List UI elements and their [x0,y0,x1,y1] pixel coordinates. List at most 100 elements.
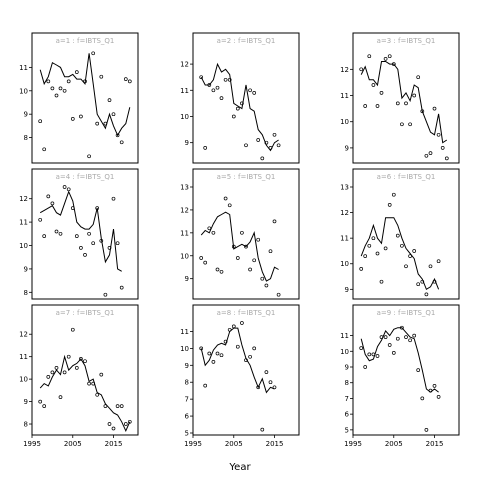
panel-frame [31,304,139,436]
observation-point [387,343,392,347]
y-tick-label: 9 [24,111,28,119]
observation-point [223,339,228,344]
observation-point [111,112,116,117]
y-tick-label: 11 [19,64,28,72]
observation-point [391,192,396,197]
panel-title: a=7 : f=IBTS_Q1 [56,309,115,317]
observation-point [66,79,71,84]
observation-point [400,325,404,330]
observation-point [211,360,216,364]
observation-point [268,146,273,150]
observation-point [50,370,55,375]
observation-point [83,253,87,257]
observation-point [74,366,79,370]
observation-point [83,79,87,84]
observation-point [199,346,204,351]
observation-point [256,385,261,390]
observation-point [440,146,445,150]
observation-point [227,327,232,332]
observation-point [103,404,108,408]
observation-point [50,86,55,91]
observation-point [400,243,404,248]
panel-3: a=7 : f=IBTS_Q1 8 9 10 11 12 1995 2005 2015 [19,304,139,448]
y-tick-label: 8 [185,379,189,387]
observation-point [256,237,261,242]
y-tick-label: 10 [19,242,28,250]
observation-point [235,256,240,260]
observation-point [95,206,100,210]
observation-point [54,93,59,98]
observation-point [123,77,128,81]
observation-point [395,336,400,341]
observation-point [359,267,364,271]
observation-point [79,357,83,361]
y-tick-label: 10 [340,348,349,356]
fitted-line [39,190,122,272]
y-tick-label: 5 [185,430,189,438]
observation-point [207,83,212,87]
observation-point [103,121,108,126]
y-tick-label: 8 [24,421,28,429]
fitted-line [360,217,440,291]
observation-point [115,241,120,246]
y-tick-label: 11 [19,219,28,227]
fitted-line [360,327,439,393]
observation-point [227,77,232,82]
observation-point [252,346,257,351]
y-tick-label: 11 [340,332,349,340]
observation-point [207,351,212,356]
observation-point [371,236,376,241]
observation-point [400,122,404,127]
observation-point [127,419,132,424]
observation-point [391,62,396,66]
observation-point [42,234,47,238]
observation-point [207,226,212,231]
panel-title: a=2 : f=IBTS_Q1 [217,37,276,45]
observation-point [103,292,108,297]
observation-point [379,335,384,339]
y-tick-label: 11 [180,328,189,336]
y-tick-label: 11 [340,235,349,243]
observation-point [359,346,364,350]
y-tick-label: 12 [180,61,189,69]
y-tick-label: 9 [345,364,349,372]
observation-point [62,370,67,375]
observation-point [70,327,75,332]
observation-point [111,196,116,201]
observation-point [260,427,265,432]
y-tick-label: 8 [24,134,28,142]
observation-point [412,333,417,338]
observation-point [95,121,100,126]
observation-point [211,230,216,235]
x-tick-label: 2015 [266,440,284,448]
observation-point [91,51,96,56]
observation-point [272,385,277,390]
observation-point [375,104,380,108]
observation-point [371,83,376,87]
observation-point [264,140,269,145]
observation-point [412,93,417,98]
panel-6: a=8 : f=IBTS_Q1 5 6 7 8 9 10 11 1995 2005 2015 [180,304,300,448]
observation-point [383,246,388,251]
x-tick-label: 2005 [385,440,403,448]
observation-point [38,119,43,124]
observation-point [203,383,208,388]
observation-point [115,133,120,138]
panel-frame [31,168,139,300]
observation-point [404,335,408,339]
observation-point [367,54,372,59]
observation-point [408,122,412,127]
y-tick-label: 11 [340,92,349,100]
observation-point [42,147,47,152]
observation-point [432,384,437,388]
y-tick-label: 9 [345,144,349,152]
observation-point [79,246,83,250]
observation-point [264,370,269,374]
observation-point [66,187,71,192]
observation-point [87,231,91,236]
observation-point [375,251,380,256]
y-tick-label: 9 [185,275,189,283]
panel-9: a=9 : f=IBTS_Q1 5 6 7 8 9 10 11 1995 2005 2015 [340,304,460,448]
observation-point [387,54,392,59]
